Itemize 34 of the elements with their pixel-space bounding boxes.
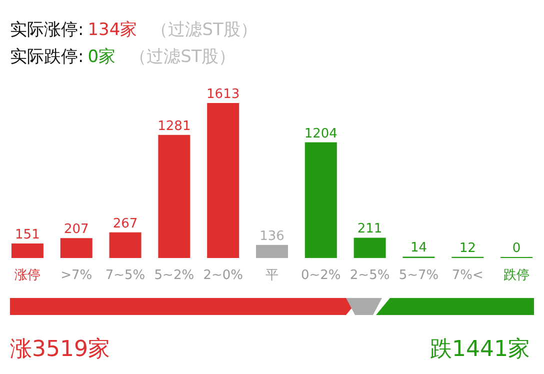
bar [304, 142, 337, 258]
chart-title: 实际涨停: 134家 （过滤ST股） [10, 20, 258, 40]
x-tick-label: 平 [266, 268, 278, 283]
x-tick-label: 5~2% [154, 268, 194, 283]
bar [60, 238, 92, 258]
bar [256, 244, 288, 258]
bar [207, 103, 240, 258]
x-tick-label: 2~5% [350, 268, 390, 283]
data-label: 14 [410, 240, 427, 256]
data-label: 12 [459, 240, 476, 256]
text: 涨3519家 [10, 337, 110, 362]
x-tick-label: >7% [60, 268, 92, 283]
bar [109, 232, 142, 258]
data-label: 1613 [206, 87, 240, 102]
x-tick-label: 7~5% [105, 268, 146, 283]
data-label: 1281 [158, 118, 191, 134]
data-label: 207 [64, 222, 89, 238]
data-label: 0 [512, 241, 521, 256]
bar [158, 134, 190, 258]
data-label: 136 [260, 228, 284, 244]
chart-subtitle: 实际跌停: 0家 （过滤ST股） [10, 47, 236, 67]
x-tick-label: 2~0% [203, 268, 243, 283]
data-label: 1204 [304, 126, 338, 142]
data-label: 211 [357, 222, 382, 237]
data-label: 151 [15, 227, 40, 242]
bar [11, 243, 44, 258]
bar [354, 238, 386, 258]
x-tick-label: 跌停 [504, 268, 530, 283]
data-label: 267 [112, 216, 138, 232]
x-tick-label: 5~7% [398, 268, 439, 283]
x-tick-label: 0~2% [301, 268, 341, 283]
x-tick-label: 涨停 [14, 268, 40, 283]
x-tick-label: 7%< [452, 268, 484, 283]
text: 跌1441家 [430, 337, 530, 362]
